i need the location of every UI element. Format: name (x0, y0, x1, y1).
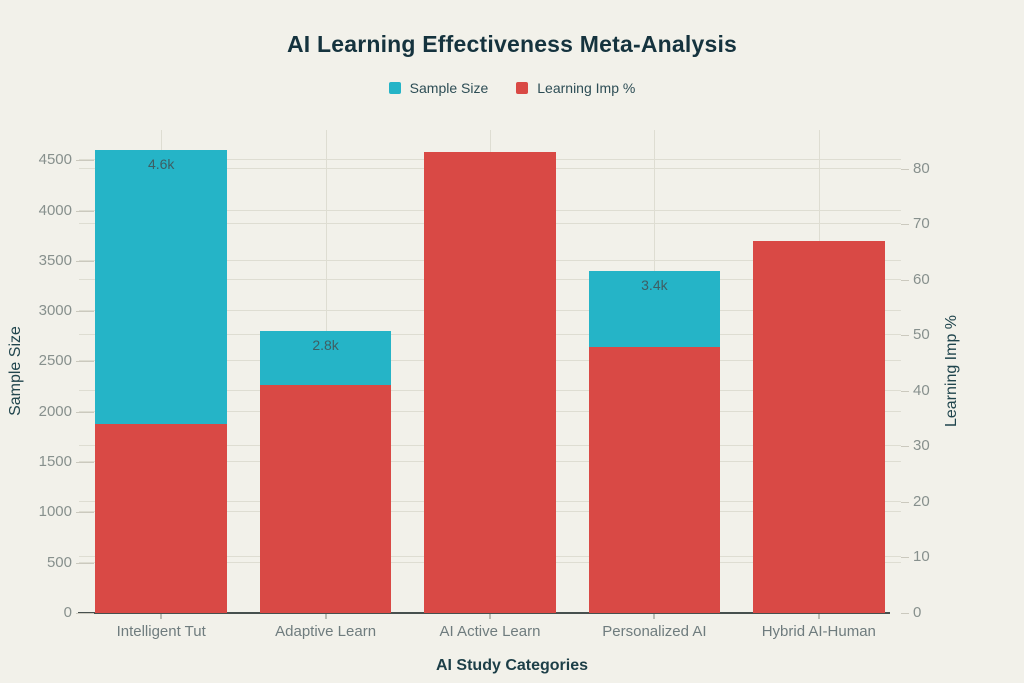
bar-learning-imp-4 (753, 241, 885, 613)
left-tick-label-1000: 1000 (38, 503, 72, 521)
x-category-tick-2 (489, 614, 491, 619)
legend: Sample Size Learning Imp % (0, 80, 1024, 96)
x-category-tick-4 (817, 614, 820, 619)
right-tick-mark-40 (901, 390, 909, 392)
bar-value-label-1: 2.8k (312, 337, 339, 354)
left-tick-label-2000: 2000 (38, 402, 72, 420)
left-tick-label-0: 0 (63, 604, 72, 621)
left-tick-mark-3000 (76, 311, 94, 313)
bar-learning-imp-1 (259, 385, 392, 613)
plot-area: 4.6k 2.8k 3.4k (79, 130, 901, 613)
right-tick-label-30: 30 (913, 437, 930, 455)
legend-item-learning-imp-[interactable]: Learning Imp % (516, 80, 635, 96)
x-category-tick-3 (653, 614, 656, 619)
left-tick-mark-4000 (76, 210, 94, 212)
right-tick-label-70: 70 (913, 215, 930, 233)
legend-label-0: Sample Size (409, 80, 489, 96)
left-axis-title: Sample Size (7, 326, 24, 416)
x-category-label-2: AI Active Learn (439, 623, 541, 640)
left-tick-mark-500 (76, 562, 94, 564)
right-tick-mark-10 (901, 557, 909, 559)
bar-learning-imp-0 (95, 424, 227, 613)
left-tick-mark-2500 (76, 361, 94, 363)
left-tick-label-3000: 3000 (38, 302, 72, 320)
legend-label-1: Learning Imp % (537, 80, 636, 96)
right-tick-mark-30 (901, 446, 909, 448)
left-tick-label-1500: 1500 (38, 453, 72, 471)
right-tick-label-50: 50 (913, 326, 930, 344)
right-tick-mark-20 (901, 501, 909, 503)
right-tick-mark-0 (901, 613, 909, 614)
right-tick-label-40: 40 (913, 381, 930, 399)
x-category-label-0: Intelligent Tut (116, 623, 206, 640)
right-tick-label-20: 20 (913, 492, 930, 510)
right-tick-mark-60 (901, 279, 909, 281)
right-tick-label-10: 10 (913, 548, 930, 566)
left-tick-mark-1500 (76, 462, 94, 464)
left-tick-mark-3500 (76, 260, 94, 262)
left-tick-label-4000: 4000 (38, 201, 72, 219)
bar-learning-imp-2 (424, 152, 556, 613)
right-tick-label-80: 80 (913, 159, 930, 177)
right-tick-mark-50 (901, 335, 909, 337)
left-tick-mark-2000 (76, 411, 94, 413)
left-tick-mark-1000 (76, 512, 94, 514)
left-tick-label-3500: 3500 (38, 251, 72, 269)
right-tick-mark-80 (901, 168, 909, 170)
bar-value-label-3: 3.4k (641, 276, 668, 293)
x-category-label-1: Adaptive Learn (275, 623, 377, 640)
x-axis-line (78, 612, 890, 614)
x-category-label-4: Hybrid AI-Human (761, 623, 876, 640)
left-tick-label-4500: 4500 (38, 151, 72, 169)
legend-swatch-0 (388, 82, 401, 94)
right-tick-mark-70 (901, 224, 909, 226)
right-tick-label-60: 60 (913, 270, 930, 288)
x-category-tick-0 (160, 614, 163, 619)
bar-value-label-0: 4.6k (147, 156, 175, 173)
right-tick-label-0: 0 (913, 604, 922, 621)
chart-title: AI Learning Effectiveness Meta-Analysis (286, 31, 738, 57)
left-tick-label-2500: 2500 (38, 352, 72, 370)
x-axis-title: AI Study Categories (435, 657, 589, 674)
left-tick-label-500: 500 (46, 553, 72, 571)
left-tick-mark-0 (76, 613, 94, 614)
bar-learning-imp-3 (588, 346, 721, 613)
legend-swatch-1 (516, 82, 529, 94)
x-category-label-3: Personalized AI (602, 623, 707, 640)
left-tick-mark-4500 (76, 160, 94, 162)
legend-item-sample-size[interactable]: Sample Size (388, 80, 489, 96)
x-category-tick-1 (324, 614, 327, 619)
